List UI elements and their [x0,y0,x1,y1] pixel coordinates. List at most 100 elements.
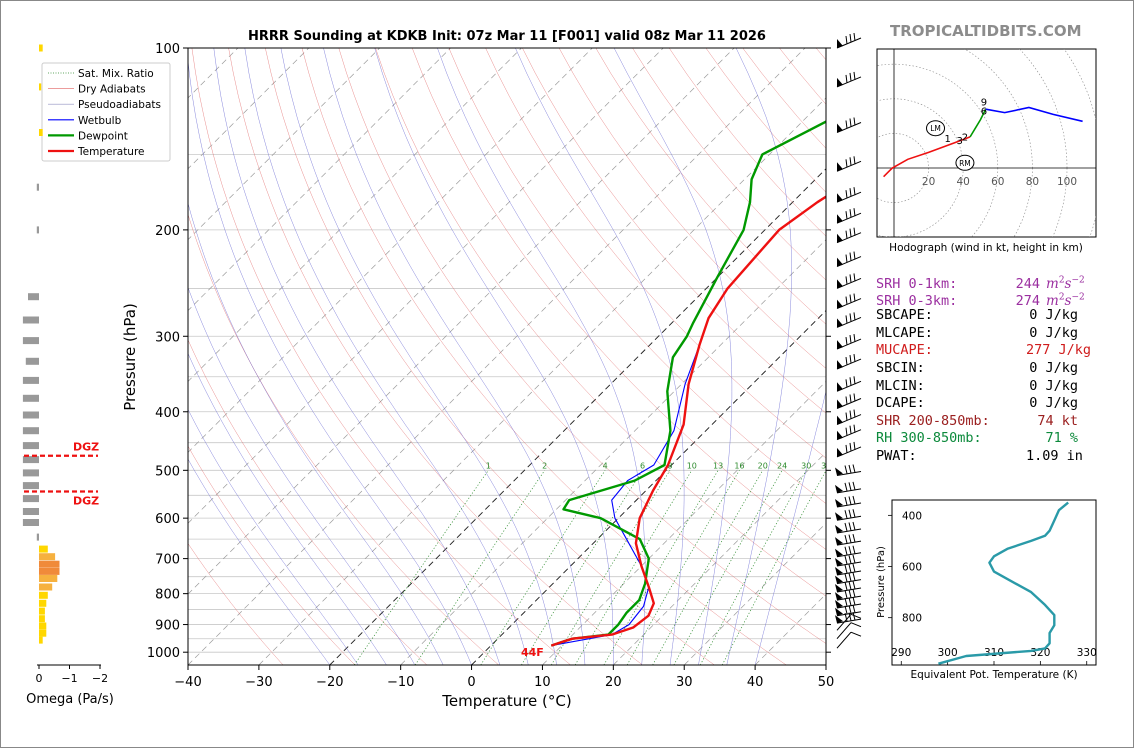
surface-temp-label: 44F [521,646,544,659]
dry-adiabat [595,48,826,325]
wind-barb [835,521,862,534]
wind-barb [836,354,862,370]
dry-adiabat [522,48,826,414]
pseudoadiabat [188,408,359,665]
omega-bar [39,567,60,575]
theta-y-tick-label: 800 [902,613,922,625]
theta-e-axes [891,499,1097,666]
index-value: 0 J/kg [1029,307,1078,324]
mixing-ratio-label: 30 [801,461,811,470]
mixing-ratio-label: 8 [667,461,672,470]
index-label: RH 300-850mb: [876,430,982,447]
skewt-ylabel: Pressure (hPa) [121,303,139,411]
wind-barb [836,227,862,244]
index-value: 71 % [1045,430,1078,447]
omega-bar [39,591,48,599]
mixing-ratio-line [354,470,489,665]
omega-bar [36,183,39,191]
mixing-ratio-label: 10 [687,461,697,470]
omega-bar [39,622,47,630]
omega-bar [39,583,53,591]
watermark: TROPICALTIDBITS.COM [890,22,1082,40]
hodograph-tick-label: 100 [1057,176,1077,188]
hodograph-tick-label: 40 [957,176,970,188]
omega-bar [22,495,39,503]
theta-x-tick-label: 290 [891,647,911,659]
index-row: MLCIN: 0 J/kg [876,378,1085,396]
dgz-label: DGZ [73,441,99,454]
mixing-ratio-label: 13 [713,461,723,470]
wind-barb [835,563,862,576]
unit-symbol: s [1064,275,1072,292]
wind-barb [835,481,862,494]
theta-e-xlabel: Equivalent Pot. Temperature (K) [910,669,1077,681]
wind-barb [836,631,862,649]
dry-adiabat [188,445,356,665]
unit-exponent: 2 [1058,275,1065,285]
mixing-ratio-label: 20 [758,461,768,470]
mixing-ratio-label: 36 [821,461,831,470]
wind-barb [835,545,862,558]
dry-adiabat [411,48,826,550]
dry-adiabat [375,48,826,597]
pseudoadiabat [754,390,826,665]
wind-barb [836,117,862,133]
mixing-ratio-label: 16 [734,461,744,470]
index-row: MUCAPE: 277 J/kg [876,342,1091,360]
theta-x-tick-label: 300 [938,647,958,659]
indices-panel: SRH 0-1km: 244 m2s−2 SRH 0-3km: 274 m2s−2 SBCA… [876,272,1091,466]
dry-adiabat [448,48,826,504]
hodograph-height-label: 2 [962,132,968,143]
omega-tick-label: −2 [92,672,108,685]
index-label: DCAPE: [876,395,925,412]
omega-bar [39,629,47,637]
isotherm-line [188,48,735,595]
dry-adiabat [301,48,787,665]
mixing-ratio-label: 2 [542,461,547,470]
unit-exponent: −2 [1071,275,1085,285]
y-tick-label: 1000 [147,646,180,661]
wind-barb [836,156,862,172]
legend-label: Pseudoadiabats [78,99,161,111]
omega-tick-label: −1 [61,672,77,685]
index-row: SBCAPE: 0 J/kg [876,307,1085,325]
unit-symbol: s [1064,293,1072,310]
chart-title: HRRR Sounding at KDKB Init: 07z Mar 11 [… [248,29,766,44]
omega-bar [36,226,39,234]
omega-bar [22,442,39,450]
legend-label: Dewpoint [78,130,128,142]
x-tick-label: −40 [174,675,201,690]
isotherm-line [683,522,826,665]
omega-bar [39,44,43,52]
key-isotherm-line [329,168,826,665]
index-row: DCAPE: 0 J/kg [876,395,1085,413]
y-tick-label: 500 [155,464,180,479]
index-row: SRH 0-3km: 274 m2s−2 [876,290,1085,310]
pseudoadiabat [188,202,444,665]
x-tick-label: 50 [818,675,835,690]
omega-bar [22,508,39,515]
dry-adiabat [188,213,499,665]
index-unit: m2s−2 [1046,275,1085,292]
index-label: MLCAPE: [876,324,933,341]
wind-barb [836,208,862,224]
mixing-ratio-line [673,470,783,665]
omega-bar [39,575,58,582]
key-isotherm-line [471,309,826,665]
legend-label: Sat. Mix. Ratio [78,68,154,80]
hodograph-tick-label: 60 [991,176,1004,188]
mixing-ratio-line [721,470,826,665]
wind-barb [836,187,862,203]
y-tick-label: 600 [155,512,180,527]
y-tick-label: 700 [155,553,180,568]
omega-bar [22,411,39,419]
omega-bar [39,83,42,91]
index-row: MLCAPE: 0 J/kg [876,325,1085,343]
mixing-ratio-line [414,470,545,665]
pseudoadiabat [280,48,557,665]
pseudoadiabat [323,48,586,665]
legend-label: Dry Adiabats [78,84,146,96]
wind-barb [836,32,862,49]
y-tick-label: 800 [155,588,180,603]
pseudoadiabat [188,286,416,665]
